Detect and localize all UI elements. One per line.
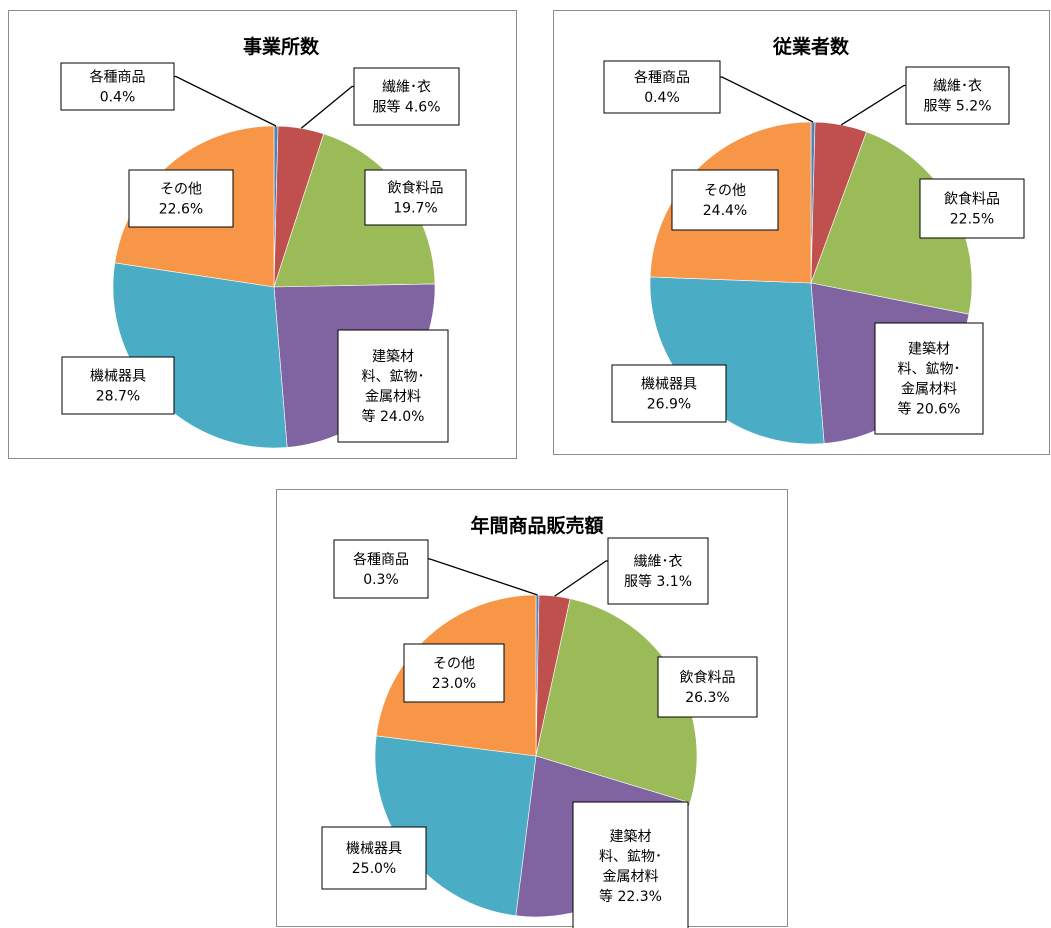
pie-slice-machinery xyxy=(112,262,288,449)
data-label-text: その他 xyxy=(160,182,202,198)
data-label-text: 0.4% xyxy=(644,90,680,106)
data-label-box xyxy=(353,67,460,126)
data-label-text: その他 xyxy=(704,183,746,199)
data-label-box xyxy=(321,826,427,890)
data-label-text: 飲食料品 xyxy=(388,180,444,197)
data-label-text: 繊維･衣 xyxy=(634,554,683,570)
pie-chart-svg: 年間商品販売額 各種商品 0.3% 繊維･衣服等 3.1% 飲食料品 26.3% 建築材料… xyxy=(321,514,758,928)
data-label-box xyxy=(364,169,467,226)
pie-chart-svg: 従業者数 各種商品 0.4% 繊維･衣服等 5.2% 飲食料品 22.5% 建築材料、鉱物… xyxy=(603,35,1025,445)
data-label-box xyxy=(611,364,727,423)
leader-line xyxy=(554,560,608,597)
leader-line xyxy=(174,75,277,127)
chart-title: 年間商品販売額 xyxy=(470,514,603,537)
data-label-box xyxy=(60,62,175,111)
data-label-box xyxy=(61,356,175,415)
pie-chart-annual-sales: 年間商品販売額 各種商品 0.3% 繊維･衣服等 3.1% 飲食料品 26.3% 建築材料… xyxy=(276,489,788,928)
pie-chart-svg: 事業所数 各種商品 0.4% 繊維･衣服等 4.6% 飲食料品 19.7% 建築材料、鉱物… xyxy=(60,35,467,449)
data-label-box xyxy=(671,169,779,231)
data-label-text: 金属材料 xyxy=(365,389,421,405)
data-label-text: 各種商品 xyxy=(353,552,409,568)
data-label-text: 料、鉱物･ xyxy=(362,368,425,385)
data-label-text: 26.9% xyxy=(647,397,691,413)
data-label-text: 繊維･衣 xyxy=(933,79,982,95)
data-label-text: 建築材 xyxy=(372,349,414,365)
data-label-text: 0.3% xyxy=(363,572,399,588)
data-label-box xyxy=(337,329,449,443)
data-label-box xyxy=(572,801,689,928)
data-label-text: 建築材 xyxy=(610,829,652,845)
data-label-box xyxy=(603,60,721,114)
data-label-text: 22.5% xyxy=(950,212,994,228)
data-label-text: 繊維･衣 xyxy=(382,80,431,96)
data-label-box xyxy=(874,322,984,435)
chart-title: 従業者数 xyxy=(772,35,850,58)
data-label-text: 料、鉱物･ xyxy=(599,848,662,865)
data-label-text: 等 20.6% xyxy=(898,401,961,418)
data-label-text: 23.0% xyxy=(432,676,476,692)
data-label-text: 機械器具 xyxy=(641,377,697,393)
leader-line xyxy=(428,558,538,596)
data-label-text: 飲食料品 xyxy=(680,669,736,686)
data-label-box xyxy=(128,169,234,228)
data-label-box xyxy=(905,66,1010,125)
data-label-text: 等 24.0% xyxy=(362,408,425,425)
data-label-text: 服等 4.6% xyxy=(372,99,440,116)
pie-chart-employees: 従業者数 各種商品 0.4% 繊維･衣服等 5.2% 飲食料品 22.5% 建築材料、鉱物… xyxy=(553,10,1050,455)
data-label-text: 各種商品 xyxy=(634,70,690,86)
data-label-text: 金属材料 xyxy=(603,869,659,885)
data-label-text: 25.0% xyxy=(352,861,396,877)
chart-title: 事業所数 xyxy=(243,35,320,58)
leader-line xyxy=(300,85,354,129)
pie-chart-establishments: 事業所数 各種商品 0.4% 繊維･衣服等 4.6% 飲食料品 19.7% 建築材料、鉱物… xyxy=(8,10,517,459)
data-label-text: 料、鉱物･ xyxy=(898,361,961,378)
data-label-text: 28.7% xyxy=(96,389,140,405)
data-label-box xyxy=(607,537,709,605)
leader-line xyxy=(720,76,814,123)
data-label-text: 機械器具 xyxy=(346,841,402,857)
data-label-text: 各種商品 xyxy=(90,70,146,86)
data-label-box xyxy=(919,178,1025,239)
leader-line xyxy=(840,84,906,126)
data-label-box xyxy=(333,539,429,599)
data-label-text: 24.4% xyxy=(703,203,747,219)
data-label-text: 服等 3.1% xyxy=(624,573,692,590)
data-label-text: 建築材 xyxy=(908,342,950,358)
data-label-text: 服等 5.2% xyxy=(923,98,991,115)
data-label-text: 0.4% xyxy=(100,90,136,106)
data-label-text: 金属材料 xyxy=(901,382,957,398)
data-label-text: 機械器具 xyxy=(90,369,146,385)
data-label-text: 19.7% xyxy=(393,201,437,217)
data-label-box xyxy=(657,656,758,718)
data-label-text: 飲食料品 xyxy=(944,191,1000,208)
data-label-text: 22.6% xyxy=(159,202,203,218)
data-label-box xyxy=(403,643,505,703)
data-label-text: 26.3% xyxy=(685,690,729,706)
data-label-text: その他 xyxy=(433,656,475,672)
data-label-text: 等 22.3% xyxy=(599,888,662,905)
